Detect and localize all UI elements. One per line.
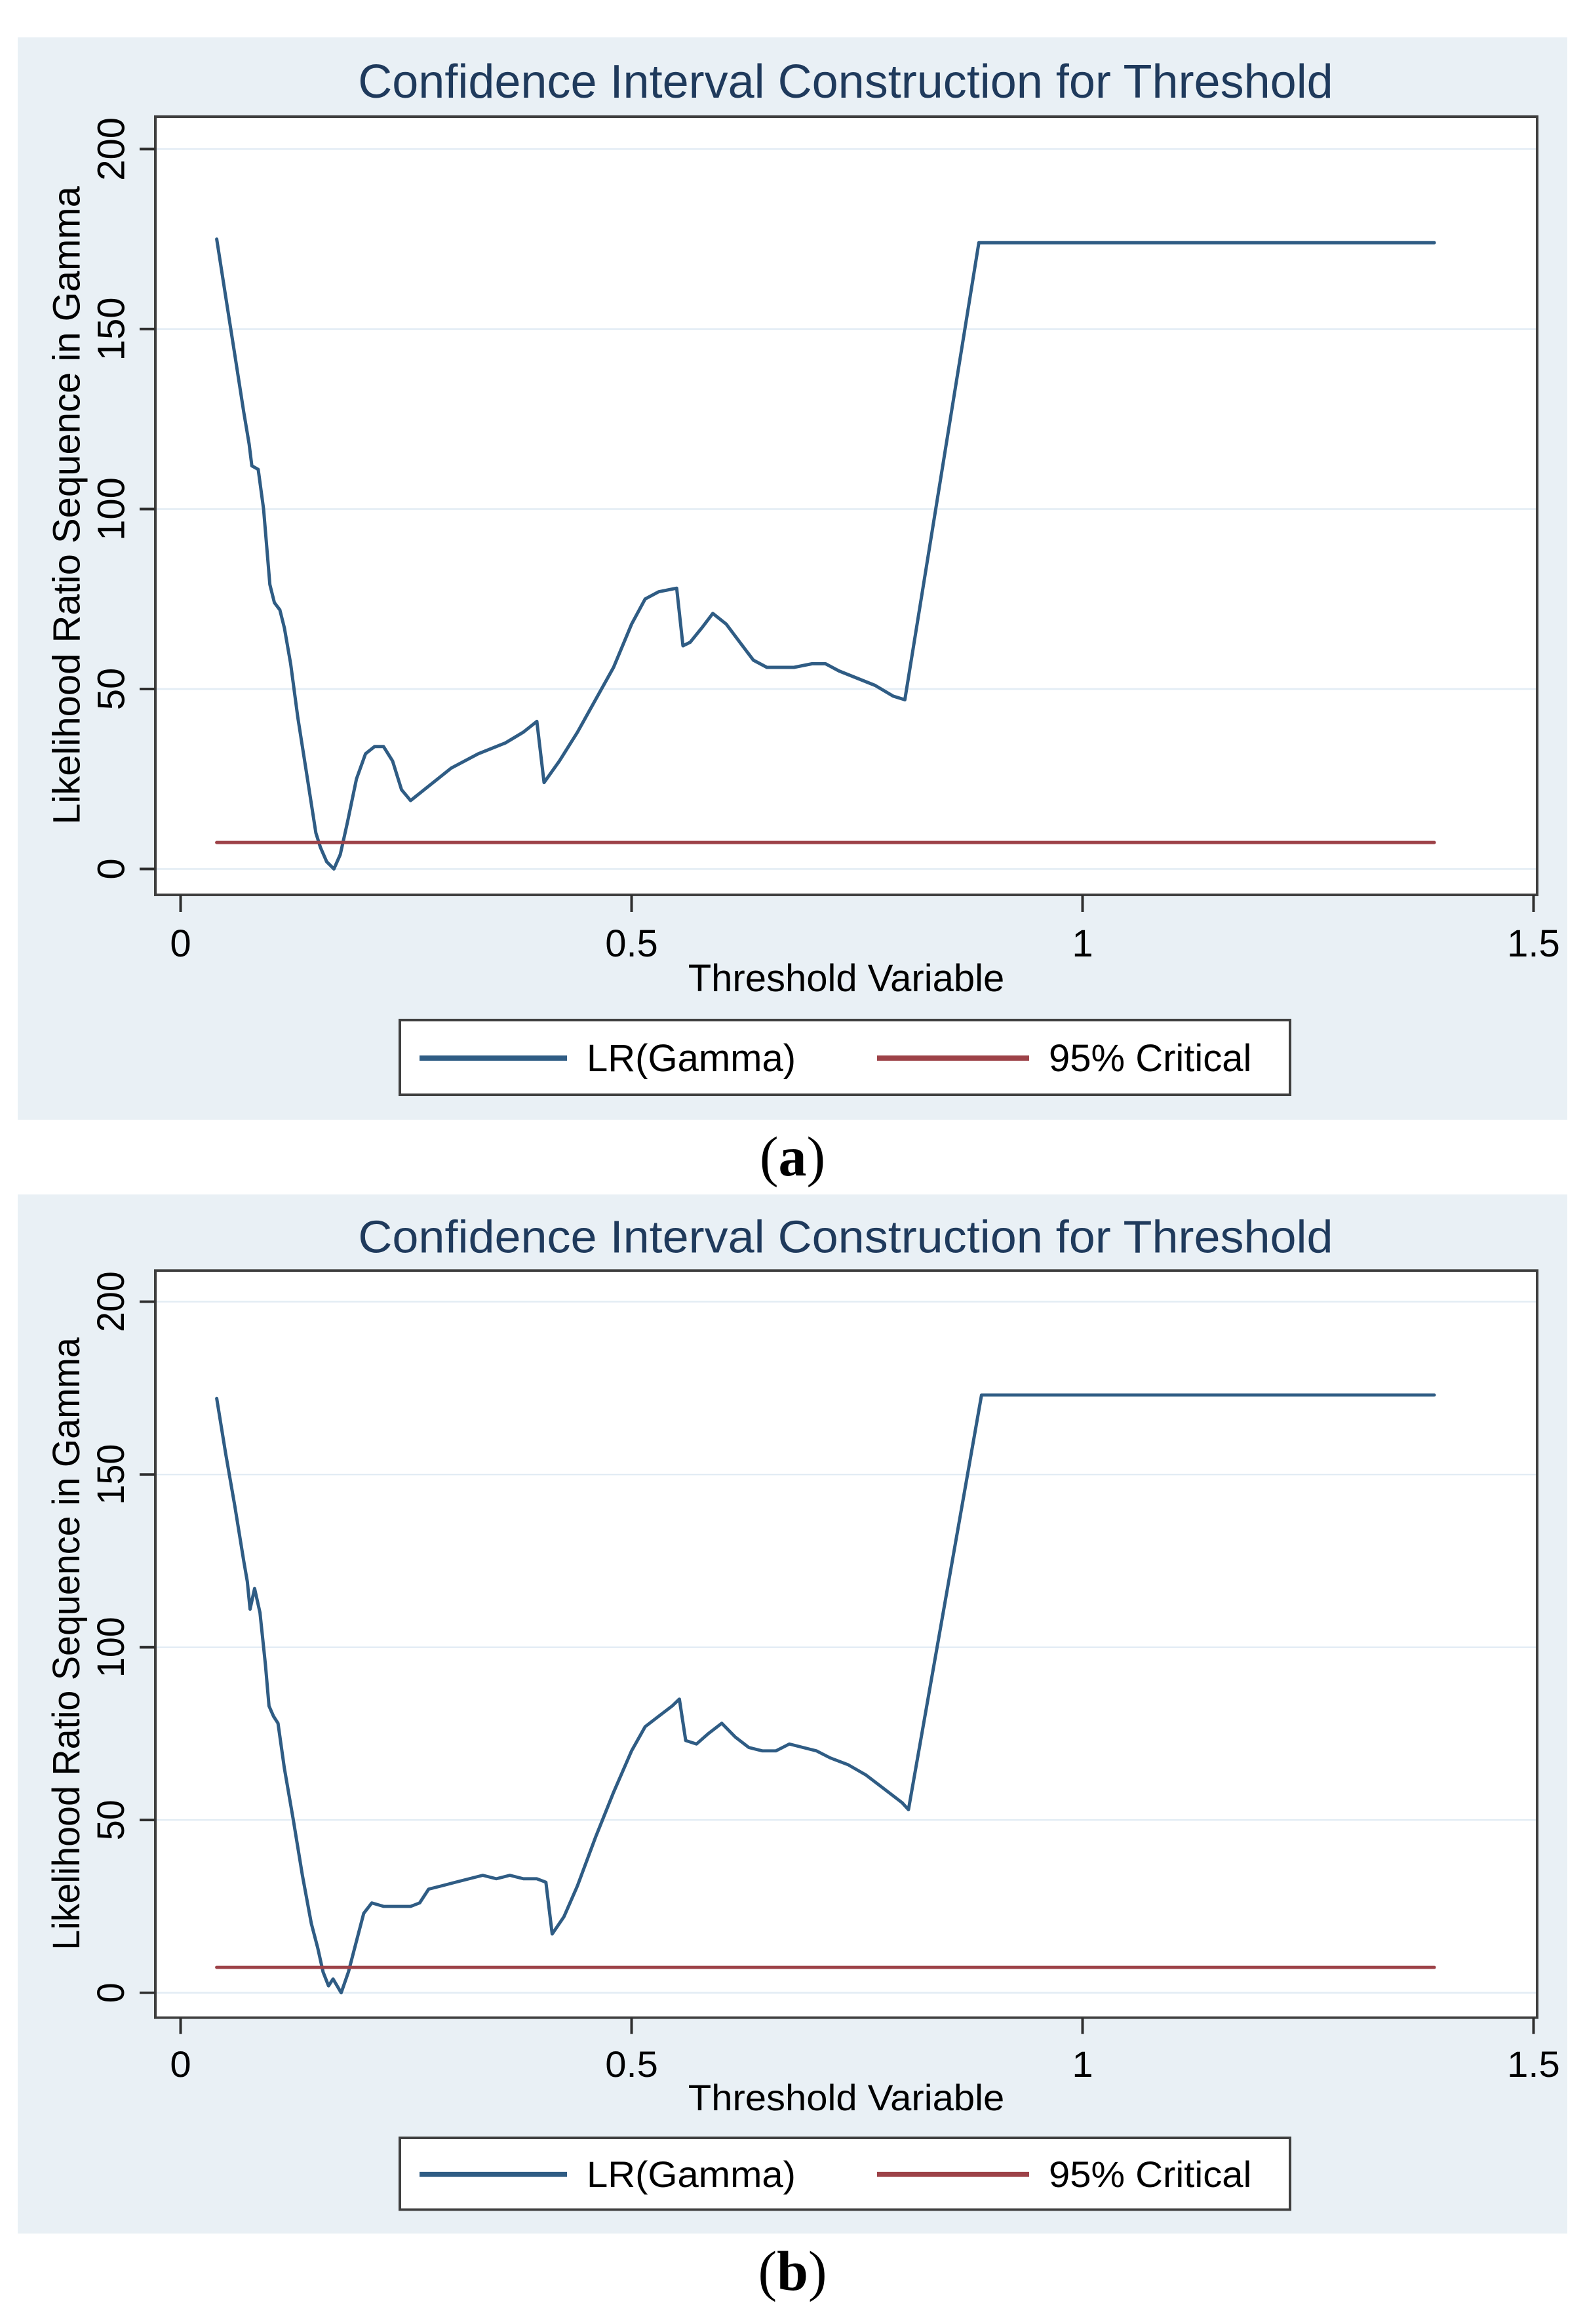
chart-b-svg: Confidence Interval Construction for Thr… <box>18 1194 1567 2234</box>
y-tick-label: 100 <box>90 477 133 541</box>
caption-a-open-paren: ( <box>759 1125 779 1188</box>
x-tick-label: 0 <box>170 922 191 965</box>
caption-b-close-paren: ) <box>808 2239 827 2302</box>
x-tick-label: 0.5 <box>605 2045 658 2085</box>
figure-a-caption: (a) <box>0 1122 1585 1196</box>
x-tick-label: 1 <box>1072 922 1093 965</box>
x-tick-label: 1 <box>1072 2045 1093 2085</box>
caption-a-close-paren: ) <box>806 1125 826 1188</box>
y-axis-title: Likelihood Ratio Sequence in Gamma <box>46 186 88 824</box>
plot-area <box>154 115 1538 896</box>
y-tick-label: 50 <box>90 1800 132 1840</box>
y-tick-label: 100 <box>90 1617 132 1678</box>
y-tick-label: 0 <box>90 1982 132 2003</box>
caption-b-open-paren: ( <box>758 2239 777 2302</box>
x-tick-label: 1.5 <box>1507 2045 1560 2085</box>
y-tick-label: 150 <box>90 298 133 361</box>
legend-label: LR(Gamma) <box>587 1037 796 1080</box>
caption-b-letter: b <box>777 2239 808 2302</box>
figure-a-chart: Confidence Interval Construction for Thr… <box>18 37 1567 1120</box>
legend-label: 95% Critical <box>1049 1037 1251 1080</box>
figure-b-chart: Confidence Interval Construction for Thr… <box>18 1194 1567 2234</box>
x-tick-label: 1.5 <box>1507 922 1560 965</box>
legend: LR(Gamma) 95% Critical <box>399 1019 1291 1096</box>
x-axis-title: Threshold Variable <box>688 957 1005 1000</box>
y-tick-label: 0 <box>90 858 133 879</box>
x-tick-label: 0.5 <box>605 922 658 965</box>
chart-title: Confidence Interval Construction for Thr… <box>358 56 1333 108</box>
legend-label: 95% Critical <box>1049 2155 1251 2196</box>
y-tick-label: 150 <box>90 1444 132 1505</box>
chart-title: Confidence Interval Construction for Thr… <box>358 1211 1333 1262</box>
x-axis-title: Threshold Variable <box>688 2078 1004 2119</box>
chart-a-svg: Confidence Interval Construction for Thr… <box>18 37 1567 1120</box>
caption-a-letter: a <box>778 1125 807 1188</box>
series-lr-gamma- <box>215 1393 1436 1995</box>
legend-label: LR(Gamma) <box>587 2155 796 2196</box>
figure-b-caption: (b) <box>0 2237 1585 2310</box>
y-tick-label: 200 <box>90 1271 132 1332</box>
x-tick-label: 0 <box>170 2045 191 2085</box>
plot-area <box>154 1269 1538 2019</box>
y-tick-label: 200 <box>90 117 133 181</box>
y-axis-title: Likelihood Ratio Sequence in Gamma <box>46 1337 88 1950</box>
y-tick-label: 50 <box>90 668 133 711</box>
legend: LR(Gamma) 95% Critical <box>399 2137 1291 2211</box>
series-lr-gamma- <box>215 237 1436 871</box>
